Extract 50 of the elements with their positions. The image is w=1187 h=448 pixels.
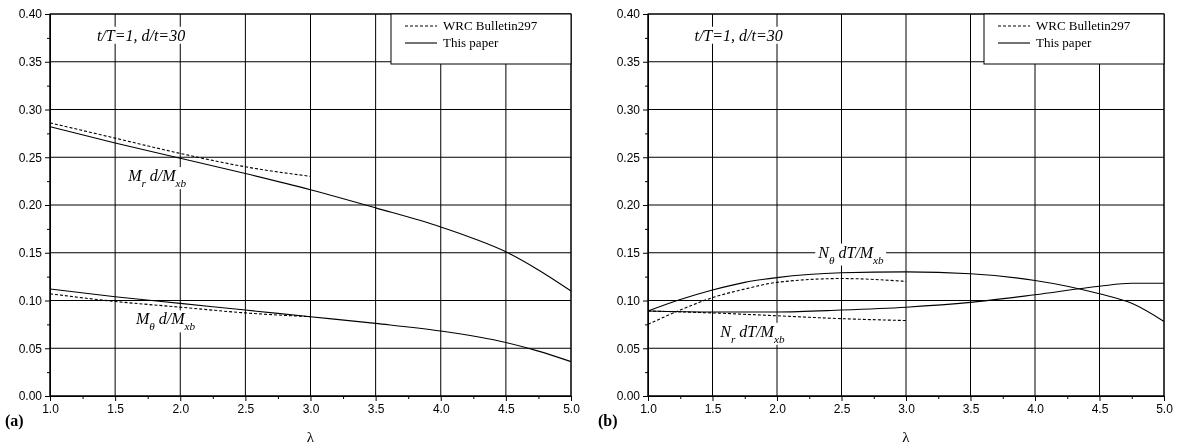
y-tick-label: 0.15 (18, 246, 43, 261)
y-tick-label: 0.25 (18, 150, 43, 165)
annotation: N$_{r}$ dT/M$_{xb}$ (719, 322, 785, 345)
x-tick-label: 4.5 (1091, 401, 1109, 416)
x-tick-label: 1.5 (107, 401, 125, 416)
y-tick-label: 0.10 (616, 293, 641, 308)
annotation: M$_{θ}$ d/M$_{xb}$ (134, 310, 196, 333)
y-tick-label: 0.40 (18, 7, 43, 22)
annotation: t/T=1, d/t=30 (694, 26, 783, 44)
x-tick-label: 4.0 (1027, 401, 1045, 416)
x-axis-title: λ (306, 429, 315, 445)
y-tick-label: 0.15 (616, 246, 641, 261)
legend-label: WRC Bulletin297 (443, 18, 538, 33)
y-tick-label: 0.30 (18, 102, 43, 117)
x-tick-label: 1.0 (42, 401, 60, 416)
x-tick-label: 5.0 (563, 401, 581, 416)
y-tick-label: 0.05 (616, 341, 641, 356)
annotation: N$_{θ}$ dT/M$_{xb}$ (817, 243, 885, 266)
x-axis-title: λ (902, 429, 911, 445)
x-tick-label: 1.0 (640, 401, 658, 416)
x-tick-label: 3.5 (367, 401, 385, 416)
x-tick-label: 4.0 (432, 401, 450, 416)
y-tick-label: 0.20 (616, 198, 641, 213)
y-tick-label: 0.00 (18, 389, 43, 404)
text: (b) (598, 412, 618, 430)
y-tick-label: 0.20 (18, 198, 43, 213)
x-tick-label: 1.5 (704, 401, 722, 416)
x-tick-label: 3.0 (898, 401, 916, 416)
x-tick-label: 2.0 (769, 401, 787, 416)
y-tick-label: 0.30 (616, 102, 641, 117)
legend-label: This paper (443, 35, 499, 50)
y-tick-label: 0.10 (18, 293, 43, 308)
y-tick-label: 0.35 (616, 55, 641, 70)
x-tick-label: 2.0 (172, 401, 190, 416)
y-tick-label: 0.25 (616, 150, 641, 165)
annotation: M$_{r}$ d/M$_{xb}$ (127, 167, 187, 190)
y-tick-label: 0.05 (18, 341, 43, 356)
x-tick-label: 5.0 (1156, 401, 1174, 416)
y-tick-label: 0.35 (18, 55, 43, 70)
annotation: t/T=1, d/t=30 (96, 26, 186, 44)
x-tick-label: 3.5 (962, 401, 980, 416)
x-tick-label: 2.5 (833, 401, 851, 416)
y-tick-label: 0.40 (616, 7, 641, 22)
legend-label: WRC Bulletin297 (1036, 18, 1131, 33)
x-tick-label: 3.0 (302, 401, 320, 416)
y-tick-label: 0.00 (616, 389, 641, 404)
x-tick-label: 2.5 (237, 401, 255, 416)
legend-label: This paper (1036, 35, 1092, 50)
x-tick-label: 4.5 (498, 401, 516, 416)
text: (a) (5, 412, 24, 430)
